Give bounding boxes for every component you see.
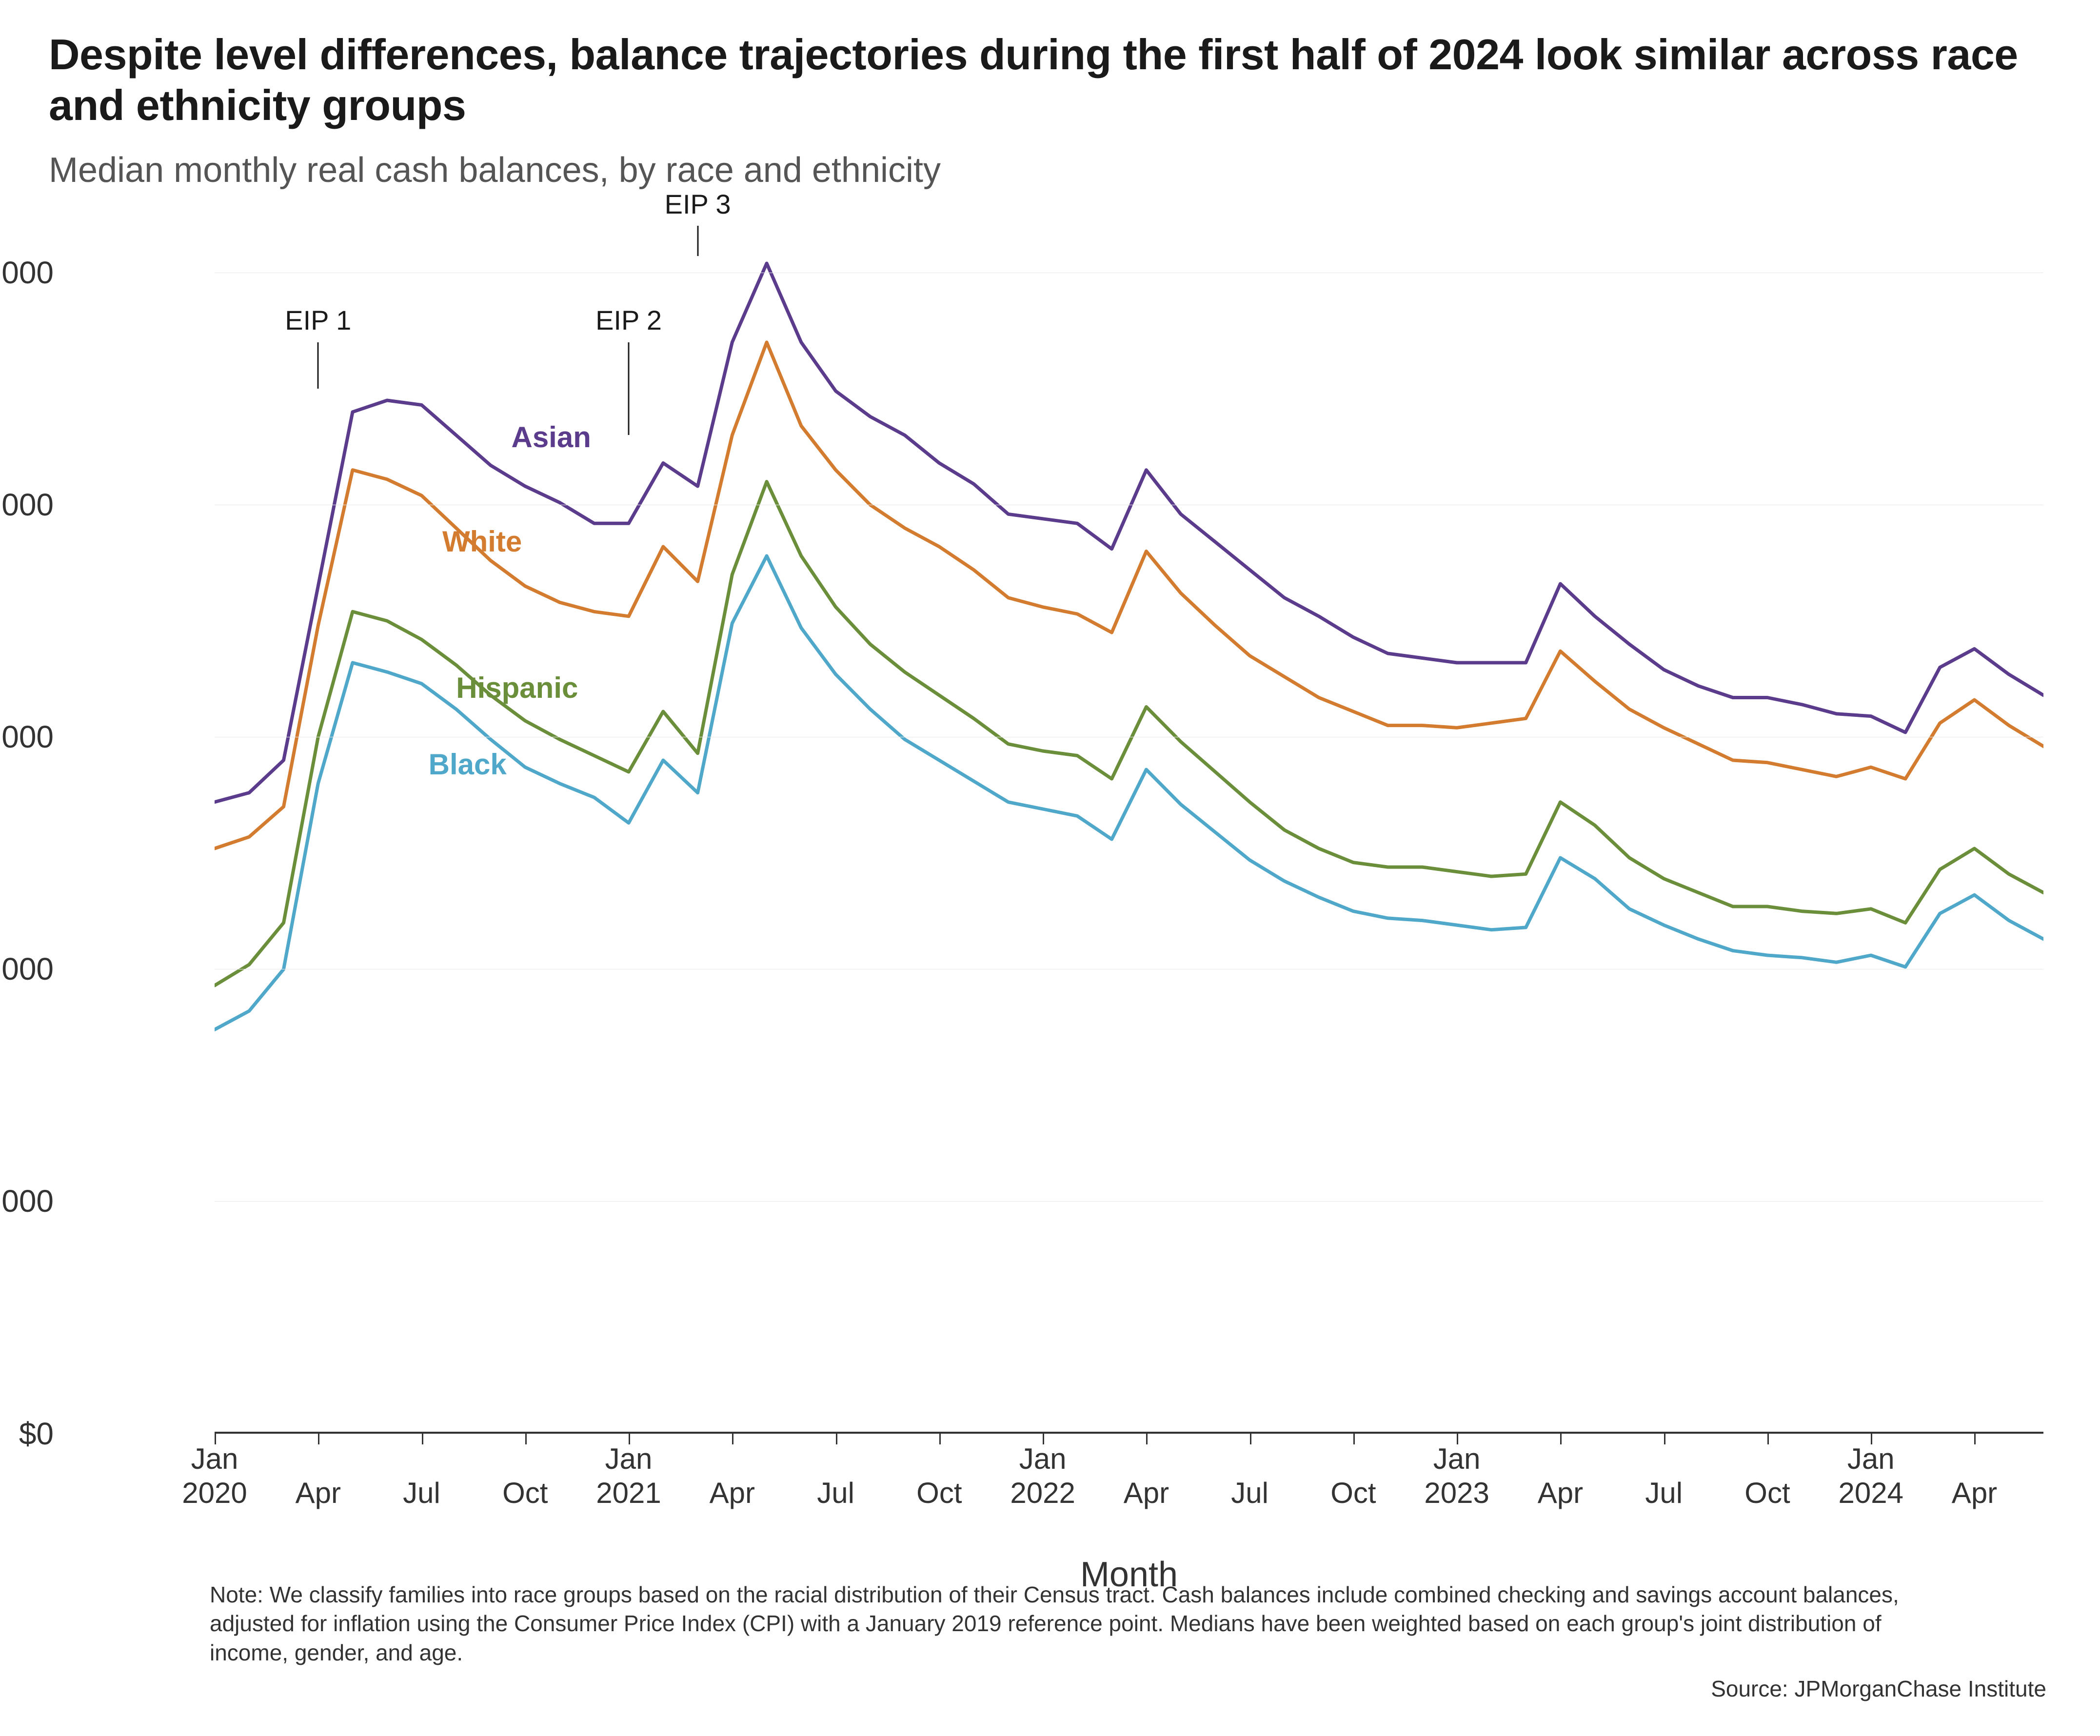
- x-axis-label: Jan2020: [182, 1443, 247, 1509]
- lines-layer: [215, 215, 2043, 1434]
- x-tick: [318, 1434, 319, 1444]
- gridline: [215, 1201, 2043, 1202]
- annotation-tick: [317, 342, 319, 389]
- x-tick: [1560, 1434, 1562, 1444]
- annotation-label: EIP 3: [665, 188, 731, 220]
- y-axis-label: $0: [0, 1416, 54, 1452]
- y-axis-label: $4,000: [0, 487, 54, 523]
- x-tick: [836, 1434, 837, 1444]
- x-tick: [1974, 1434, 1976, 1444]
- annotation-tick: [628, 342, 630, 435]
- chart-source: Source: JPMorganChase Institute: [1711, 1676, 2046, 1702]
- x-axis-label: Oct: [1330, 1477, 1376, 1509]
- x-axis-label: Jul: [1645, 1477, 1683, 1509]
- y-axis: $0$1,000$2,000$3,000$4,000$5,000: [59, 215, 205, 1434]
- x-axis-label: Jan2021: [596, 1443, 661, 1509]
- chart-subtitle: Median monthly real cash balances, by ra…: [49, 150, 2051, 190]
- x-axis-label: Jul: [817, 1477, 854, 1509]
- x-axis-label: Apr: [1538, 1477, 1583, 1509]
- x-axis-label: Jul: [403, 1477, 440, 1509]
- x-axis-label: Apr: [296, 1477, 341, 1509]
- x-axis-label: Oct: [1744, 1477, 1790, 1509]
- y-axis-label: $2,000: [0, 951, 54, 987]
- annotation-tick: [697, 226, 698, 256]
- chart-title: Despite level differences, balance traje…: [49, 29, 2051, 131]
- x-axis-label: Jan2022: [1010, 1443, 1075, 1509]
- y-axis-label: $3,000: [0, 719, 54, 755]
- x-tick: [525, 1434, 527, 1444]
- y-axis-label: $5,000: [0, 255, 54, 291]
- x-tick: [939, 1434, 941, 1444]
- x-axis-label: Jul: [1231, 1477, 1268, 1509]
- x-axis-label: Apr: [1952, 1477, 1997, 1509]
- series-label-white: White: [442, 525, 522, 558]
- series-line-black: [215, 556, 2043, 1029]
- x-tick: [1353, 1434, 1355, 1444]
- x-axis-label: Oct: [502, 1477, 548, 1509]
- annotation-label: EIP 1: [285, 304, 351, 336]
- x-tick: [1767, 1434, 1769, 1444]
- chart-note: Note: We classify families into race gro…: [210, 1580, 1917, 1668]
- chart-area: $0$1,000$2,000$3,000$4,000$5,000 Month J…: [68, 215, 2043, 1434]
- x-axis-label: Oct: [916, 1477, 962, 1509]
- x-tick: [732, 1434, 733, 1444]
- x-tick: [1146, 1434, 1148, 1444]
- x-axis-label: Jan2024: [1838, 1443, 1903, 1509]
- annotation-label: EIP 2: [595, 304, 662, 336]
- plot-area: Month Jan2020AprJulOctJan2021AprJulOctJa…: [215, 215, 2043, 1434]
- x-axis-label: Jan2023: [1424, 1443, 1489, 1509]
- series-label-black: Black: [429, 748, 507, 781]
- x-tick: [1250, 1434, 1251, 1444]
- x-tick: [422, 1434, 423, 1444]
- x-axis-label: Apr: [710, 1477, 755, 1509]
- x-axis-label: Apr: [1124, 1477, 1169, 1509]
- series-label-hispanic: Hispanic: [456, 671, 578, 705]
- series-label-asian: Asian: [511, 420, 591, 454]
- x-tick: [1664, 1434, 1665, 1444]
- y-axis-label: $1,000: [0, 1183, 54, 1219]
